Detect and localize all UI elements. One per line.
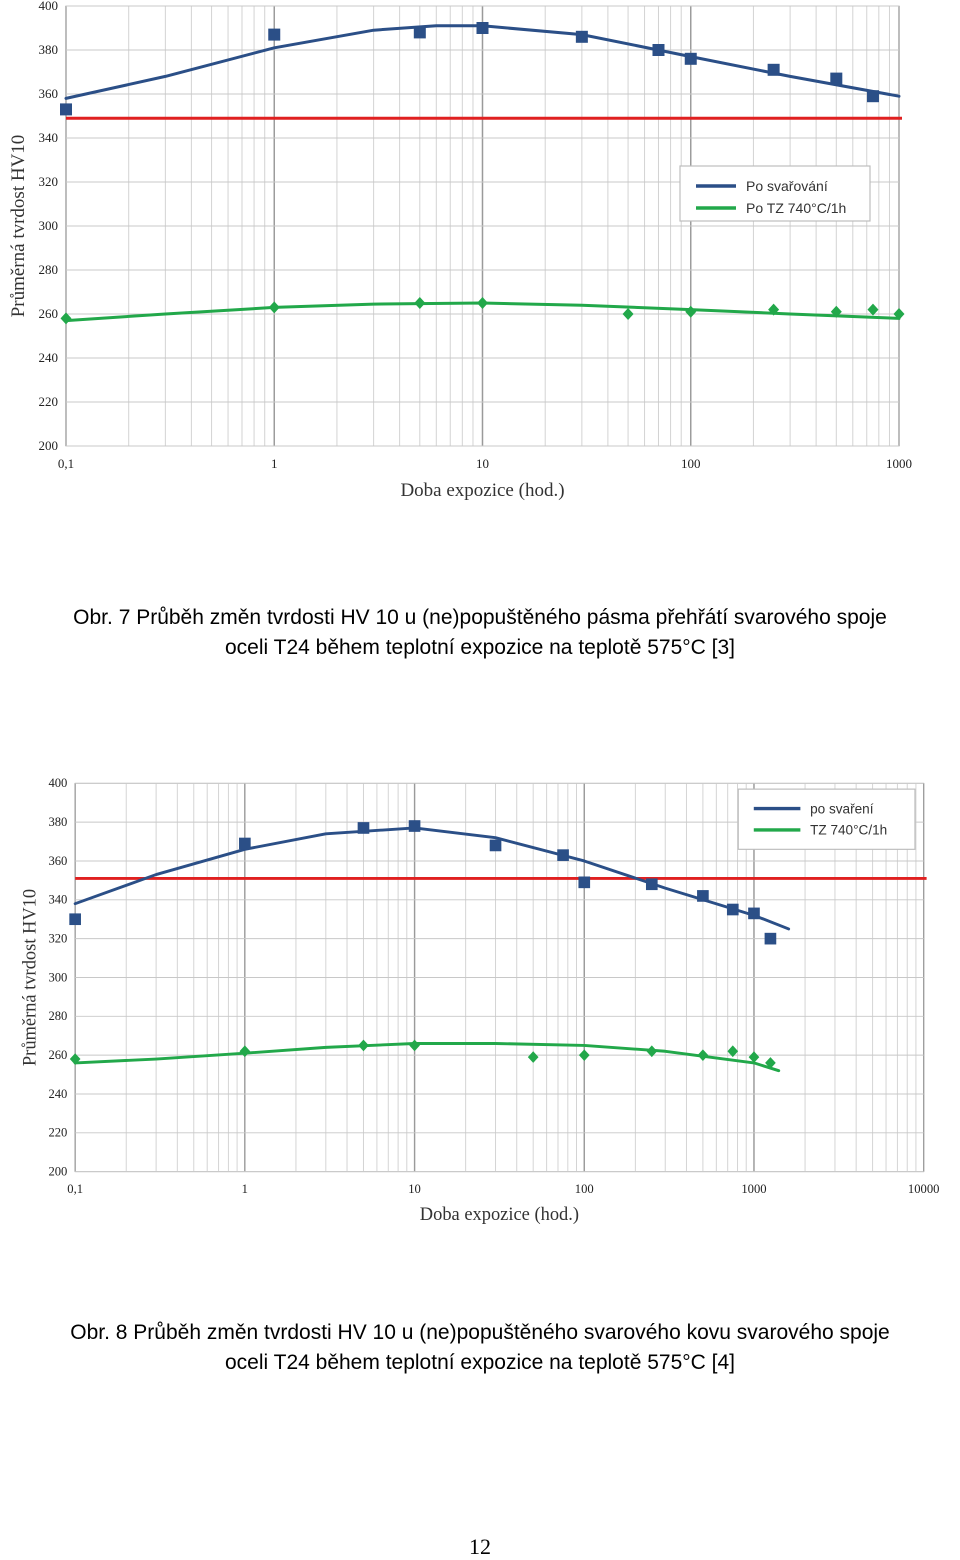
y-tick-label: 260 <box>48 1048 67 1062</box>
caption-line: Obr. 7 Průběh změn tvrdosti HV 10 u (ne)… <box>73 606 887 629</box>
caption-line: Obr. 8 Průběh změn tvrdosti HV 10 u (ne)… <box>70 1321 890 1344</box>
legend-label: TZ 740°C/1h <box>810 823 887 838</box>
data-point <box>768 303 780 316</box>
data-point <box>408 820 421 832</box>
y-tick-label: 400 <box>48 776 67 790</box>
y-tick-label: 380 <box>39 42 59 57</box>
data-point <box>268 28 281 41</box>
x-tick-label: 100 <box>575 1182 594 1196</box>
data-point <box>489 839 502 852</box>
data-point <box>830 72 843 85</box>
data-point <box>645 878 658 891</box>
data-point <box>697 890 709 902</box>
caption-line: oceli T24 během teplotní expozice na tep… <box>224 1351 735 1374</box>
y-tick-label: 220 <box>48 1126 67 1140</box>
data-point <box>726 903 739 916</box>
y-tick-label: 340 <box>39 130 59 145</box>
data-point <box>684 52 697 65</box>
figure-7-caption: Obr. 7 Průběh změn tvrdosti HV 10 u (ne)… <box>0 603 960 663</box>
y-tick-label: 200 <box>48 1165 67 1179</box>
data-point <box>60 312 72 325</box>
y-tick-label: 360 <box>39 86 59 101</box>
data-point <box>476 22 489 34</box>
data-point <box>413 26 426 39</box>
data-point <box>652 44 665 56</box>
y-tick-label: 200 <box>39 438 59 453</box>
page-number: 12 <box>469 1534 491 1559</box>
data-point <box>697 1049 709 1061</box>
data-point <box>578 1049 590 1061</box>
y-tick-label: 280 <box>48 1009 67 1023</box>
y-tick-label: 300 <box>48 970 67 984</box>
legend-label: po svaření <box>810 801 874 816</box>
data-point <box>767 63 780 76</box>
hardness-chart-fig7: 200 220 240 260 280 300 320 340 360 380 400 0,1 1 10 1… <box>8 0 912 501</box>
data-point <box>765 1057 776 1069</box>
x-tick-label: 10000 <box>908 1182 940 1196</box>
trend-line <box>64 24 901 100</box>
data-point <box>830 305 842 318</box>
y-tick-label: 260 <box>39 306 59 321</box>
y-tick-label: 380 <box>48 815 67 829</box>
data-point <box>622 308 634 320</box>
hardness-chart-fig8: 200 220 240 260 280 300 320 340 360 380 400 0,1 1 10 1… <box>19 776 940 1225</box>
caption-line: oceli T24 během teplotní expozice na tep… <box>224 636 735 659</box>
x-axis-label: Doba expozice (hod.) <box>420 1204 579 1225</box>
y-tick-label: 240 <box>48 1087 67 1101</box>
data-point <box>268 301 280 314</box>
y-tick-label: 280 <box>39 262 59 277</box>
y-tick-label: 320 <box>48 932 67 946</box>
data-point <box>685 305 697 318</box>
x-tick-label: 0,1 <box>58 456 74 471</box>
data-point <box>69 913 81 926</box>
x-tick-label: 1 <box>242 1182 248 1196</box>
data-point <box>60 103 72 116</box>
data-point <box>357 822 370 834</box>
data-point <box>414 297 426 309</box>
y-tick-label: 300 <box>39 218 59 233</box>
legend-box <box>679 165 871 222</box>
trend-line <box>73 826 791 931</box>
x-tick-label: 10 <box>408 1182 421 1196</box>
legend-label: Po TZ 740°C/1h <box>746 200 846 216</box>
x-tick-label: 1000 <box>886 456 912 471</box>
y-axis-label: Průměrná tvrdost HV10 <box>8 135 29 318</box>
data-point <box>575 30 588 43</box>
data-point <box>358 1039 369 1052</box>
data-point <box>893 308 905 320</box>
data-point <box>748 907 760 920</box>
legend-label: Po svařování <box>746 178 828 194</box>
figure-8-caption: Obr. 8 Průběh změn tvrdosti HV 10 u (ne)… <box>0 1318 960 1378</box>
x-tick-label: 10 <box>476 456 489 471</box>
y-tick-label: 240 <box>39 350 59 365</box>
y-tick-label: 320 <box>39 174 59 189</box>
data-point <box>239 837 251 850</box>
y-tick-label: 360 <box>48 854 67 868</box>
data-point <box>748 1051 760 1063</box>
legend-box <box>737 788 916 850</box>
data-point <box>578 876 591 889</box>
x-tick-label: 1 <box>271 456 278 471</box>
data-point <box>557 849 569 861</box>
data-point <box>866 90 879 103</box>
y-axis-label: Průměrná tvrdost HV10 <box>19 889 39 1066</box>
data-point <box>867 303 879 316</box>
data-point <box>527 1051 539 1063</box>
x-tick-label: 100 <box>681 456 701 471</box>
trend-line <box>73 1042 781 1073</box>
data-point <box>646 1045 658 1058</box>
y-tick-label: 400 <box>39 0 59 13</box>
x-tick-label: 0,1 <box>67 1182 83 1196</box>
data-point <box>764 932 777 945</box>
y-tick-label: 220 <box>39 394 59 409</box>
data-point <box>477 297 488 309</box>
x-tick-label: 1000 <box>741 1182 766 1196</box>
y-tick-label: 340 <box>48 893 67 907</box>
x-axis-label: Doba expozice (hod.) <box>400 480 564 501</box>
